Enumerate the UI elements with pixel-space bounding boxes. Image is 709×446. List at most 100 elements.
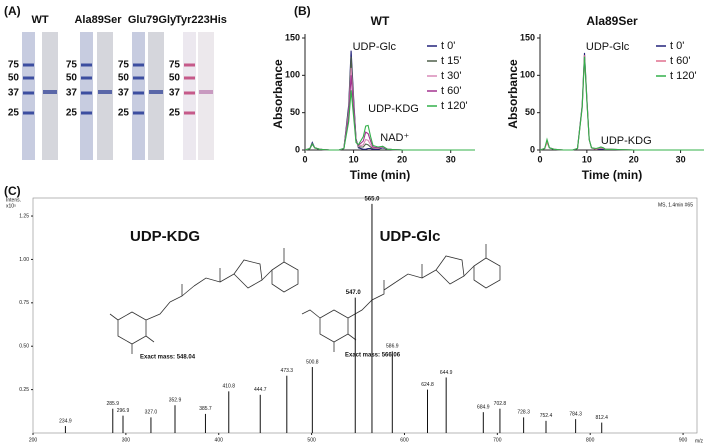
x-axis-label: Time (min) xyxy=(350,168,410,182)
y-tick-label: 150 xyxy=(285,32,300,42)
y-tick-label: 0.75 xyxy=(19,300,29,306)
gel-band xyxy=(23,111,34,115)
gel-marker-lane xyxy=(80,32,93,160)
peak-label: 352.9 xyxy=(169,398,182,404)
peak-label: 752.4 xyxy=(540,413,553,419)
gel-marker-label: 75 xyxy=(8,60,20,71)
gel-band xyxy=(184,63,195,67)
x-tick-label: 20 xyxy=(397,154,407,164)
peak-label: 812.4 xyxy=(595,415,608,421)
legend-label: t 120' xyxy=(670,70,697,82)
x-tick-label: 300 xyxy=(122,437,131,443)
peak-label: 565.0 xyxy=(364,196,380,202)
gel-marker-label: 37 xyxy=(8,88,20,99)
peak-label: 624.8 xyxy=(421,382,434,388)
peak-label: 702.8 xyxy=(494,401,507,407)
gel-marker-label: 25 xyxy=(169,108,181,119)
peak-label: 296.9 xyxy=(117,408,130,414)
y-tick-label: 0.50 xyxy=(19,344,29,350)
gel-band xyxy=(98,90,112,94)
gel-marker-label: 37 xyxy=(169,88,181,99)
y-tick-label: 100 xyxy=(285,70,300,80)
y-tick-label: 1.00 xyxy=(19,257,29,263)
x-tick-label: 20 xyxy=(629,154,639,164)
peak-label: 327.0 xyxy=(145,410,158,416)
legend-label: t 30' xyxy=(441,70,461,82)
y-tick-label: 1.25 xyxy=(19,213,29,219)
gel-band xyxy=(23,63,34,67)
peak-label: 500.8 xyxy=(306,359,319,365)
peak-label: 547.0 xyxy=(346,290,362,296)
gel-label: Tyr223His xyxy=(175,14,227,26)
gel-marker-label: 25 xyxy=(118,108,130,119)
y-tick-label: 100 xyxy=(520,70,535,80)
structure-udp-kdg xyxy=(109,248,299,354)
x-tick-label: 900 xyxy=(679,437,688,443)
x-tick-label: 10 xyxy=(349,154,359,164)
gel-label: Ala89Ser xyxy=(74,14,122,26)
gel-marker-label: 25 xyxy=(8,108,20,119)
annotation: UDP-Glc xyxy=(586,41,630,53)
gel-marker-label: 75 xyxy=(118,60,130,71)
peak-label: 473.3 xyxy=(281,368,294,374)
x-tick-label: 30 xyxy=(446,154,456,164)
y-axis-label: Absorbance xyxy=(271,59,285,129)
gel-marker-label: 50 xyxy=(66,73,78,84)
peak-label: 586.9 xyxy=(386,344,399,350)
gel-marker-label: 37 xyxy=(118,88,130,99)
structure-udp-glc xyxy=(301,244,501,352)
gel-band xyxy=(184,91,195,95)
x-axis-label: m/z xyxy=(695,438,704,444)
series-line xyxy=(539,56,704,151)
gel-sample-lane xyxy=(42,32,58,160)
x-tick-label: 800 xyxy=(586,437,595,443)
x-tick-label: 400 xyxy=(215,437,224,443)
gel-band xyxy=(199,90,213,94)
peak-label: 285.9 xyxy=(107,401,120,407)
gel-label: WT xyxy=(31,14,48,26)
y-tick-label: 50 xyxy=(525,107,535,117)
y-tick-label: 0 xyxy=(530,144,535,154)
y-scale-label: x10⁵ xyxy=(6,203,16,209)
y-tick-label: 150 xyxy=(520,32,535,42)
gel-marker-label: 75 xyxy=(169,60,181,71)
annotation: UDP-KDG xyxy=(368,103,419,115)
gel-sample-lane xyxy=(148,32,164,160)
gel-marker-label: 50 xyxy=(169,73,181,84)
peak-label: 234.9 xyxy=(59,418,72,424)
gel-band xyxy=(133,91,144,95)
gel-label: Glu79Gly xyxy=(128,14,177,26)
gel-marker-label: 25 xyxy=(66,108,78,119)
y-tick-label: 50 xyxy=(290,107,300,117)
peak-label: 784.3 xyxy=(569,411,582,417)
exact-mass: Exact mass: 548.04 xyxy=(140,355,196,361)
gel-marker-label: 50 xyxy=(118,73,130,84)
compound-name: UDP-Glc xyxy=(380,228,441,245)
plot-frame xyxy=(32,197,698,434)
gel-band xyxy=(43,90,57,94)
legend-label: t 60' xyxy=(670,55,690,67)
gel-marker-label: 37 xyxy=(66,88,78,99)
compound-name: UDP-KDG xyxy=(130,228,200,245)
peak-label: 385.7 xyxy=(199,406,212,412)
x-tick-label: 10 xyxy=(582,154,592,164)
legend-label: t 0' xyxy=(441,40,455,52)
y-tick-label: 0 xyxy=(295,144,300,154)
panel-label: (C) xyxy=(4,184,21,198)
gel-marker-label: 75 xyxy=(66,60,78,71)
gel-marker-label: 50 xyxy=(8,73,20,84)
x-tick-label: 700 xyxy=(493,437,502,443)
gel-marker-lane xyxy=(132,32,145,160)
panel-label: (A) xyxy=(4,4,21,18)
x-tick-label: 0 xyxy=(537,154,542,164)
gel-band xyxy=(81,76,92,80)
legend-label: t 60' xyxy=(441,85,461,97)
panel-label: (B) xyxy=(294,4,311,18)
peak-label: 410.8 xyxy=(223,384,236,390)
legend-label: t 120' xyxy=(441,100,468,112)
gel-marker-lane xyxy=(22,32,35,160)
peak-label: 444.7 xyxy=(254,387,267,393)
x-axis-label: Time (min) xyxy=(582,168,642,182)
annotation: NAD⁺ xyxy=(380,132,409,144)
